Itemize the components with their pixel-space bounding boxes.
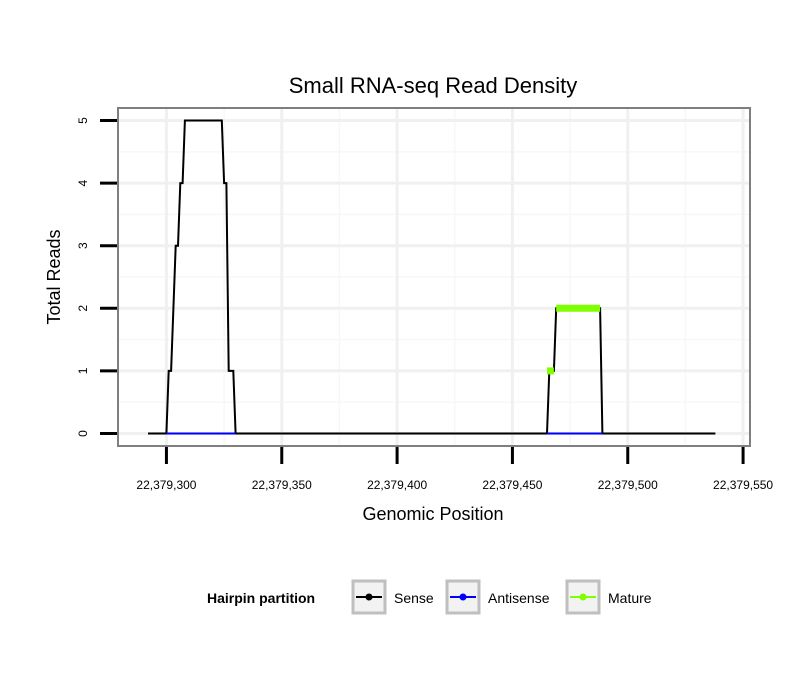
x-tick-label: 22,379,350	[252, 478, 312, 492]
y-axis-title: Total Reads	[44, 229, 64, 324]
x-tick-label: 22,379,400	[367, 478, 427, 492]
x-tick-label: 22,379,500	[598, 478, 658, 492]
x-axis: 22,379,300 22,379,350 22,379,400 22,379,450…	[136, 447, 773, 492]
plot-border	[117, 107, 751, 447]
x-tick-label: 22,379,300	[136, 478, 196, 492]
legend-title: Hairpin partition	[207, 590, 315, 606]
legend-key-point	[459, 593, 467, 601]
y-tick-label: 0	[76, 430, 90, 437]
legend-items: Sense Antisense Mature	[351, 579, 652, 615]
chart-title: Small RNA-seq Read Density	[289, 73, 578, 98]
legend: Hairpin partition Sense Antisense Mature	[207, 579, 652, 615]
legend-key-point	[579, 593, 587, 601]
y-tick-label: 4	[76, 179, 90, 186]
x-tick-label: 22,379,450	[482, 478, 542, 492]
legend-item-mature: Mature	[565, 579, 652, 615]
minor-gridlines	[118, 108, 750, 446]
x-tick-label: 22,379,550	[713, 478, 773, 492]
legend-label: Mature	[608, 590, 652, 606]
series-layer	[148, 119, 716, 435]
y-tick-label: 2	[76, 305, 90, 312]
y-tick-label: 5	[76, 117, 90, 124]
legend-label: Sense	[394, 590, 434, 606]
series-line-sense	[148, 119, 716, 435]
legend-item-sense: Sense	[351, 579, 434, 615]
y-tick-label: 1	[76, 367, 90, 374]
y-axis: 0 1 2 3 4 5	[76, 117, 117, 437]
legend-key-point	[365, 593, 373, 601]
plot-area	[117, 107, 751, 447]
y-tick-label: 3	[76, 242, 90, 249]
legend-item-antisense: Antisense	[445, 579, 550, 615]
legend-label: Antisense	[488, 590, 550, 606]
x-axis-title: Genomic Position	[362, 504, 503, 524]
